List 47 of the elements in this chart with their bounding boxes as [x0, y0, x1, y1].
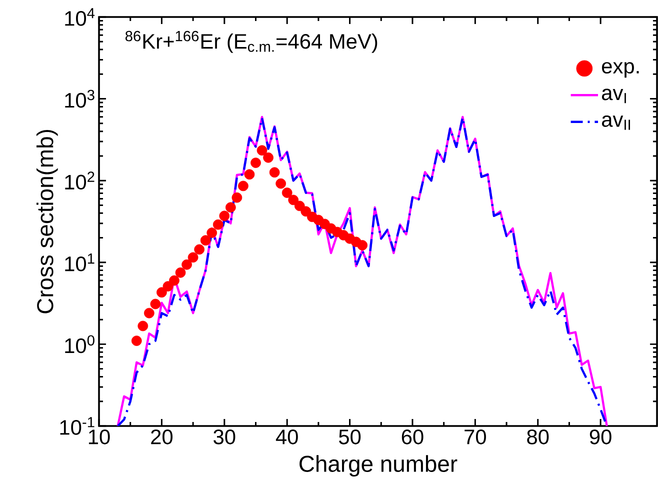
y-axis-title: Cross section(mb) — [36, 130, 58, 314]
legend-label: exp. — [602, 62, 639, 78]
point — [219, 210, 230, 222]
legend-label: av$_{II}$ — [602, 115, 630, 130]
x-tick-label: 80 — [527, 430, 549, 444]
x-tick-label: 20 — [151, 430, 173, 444]
point — [182, 259, 192, 270]
point — [162, 281, 174, 292]
x-tick-label: 90 — [590, 430, 612, 444]
point — [156, 287, 167, 298]
y-tick-label: 10$^{0}$ — [65, 335, 94, 354]
y-tick-label: 10$^{1}$ — [65, 253, 94, 272]
point — [200, 235, 211, 246]
point — [288, 194, 299, 206]
legend-label: av$_{I}$ — [602, 88, 626, 104]
point — [294, 200, 305, 212]
point — [212, 219, 224, 230]
point — [206, 228, 218, 238]
point — [144, 308, 154, 318]
point — [256, 145, 268, 156]
y-tick-label: 10$^{2}$ — [65, 172, 94, 190]
point — [282, 188, 292, 198]
point — [269, 167, 280, 178]
point — [250, 158, 261, 168]
point — [169, 275, 180, 286]
point — [131, 336, 142, 346]
point — [244, 169, 255, 180]
point — [150, 298, 161, 310]
x-axis-title: Charge number — [300, 455, 458, 476]
x-tick-label: 50 — [339, 430, 361, 444]
x-tick-label: 40 — [276, 430, 298, 444]
y-tick-label: 10$^{3}$ — [65, 90, 94, 108]
x-tick-label: 30 — [214, 430, 236, 444]
point — [357, 240, 368, 250]
point — [276, 178, 286, 189]
point — [194, 244, 205, 255]
point — [188, 252, 198, 263]
point — [225, 202, 236, 213]
x-tick-label: 70 — [464, 430, 486, 444]
point — [232, 192, 242, 203]
y-tick-label: 10$^{4}$ — [65, 8, 95, 26]
x-tick-label: 60 — [402, 430, 424, 444]
text: $^{86}$Kr+$^{166}$Er (E$_{c.m.}$=464 MeV) — [125, 30, 378, 53]
point — [138, 320, 148, 332]
point — [263, 152, 274, 163]
point — [175, 267, 186, 278]
point — [238, 180, 248, 192]
